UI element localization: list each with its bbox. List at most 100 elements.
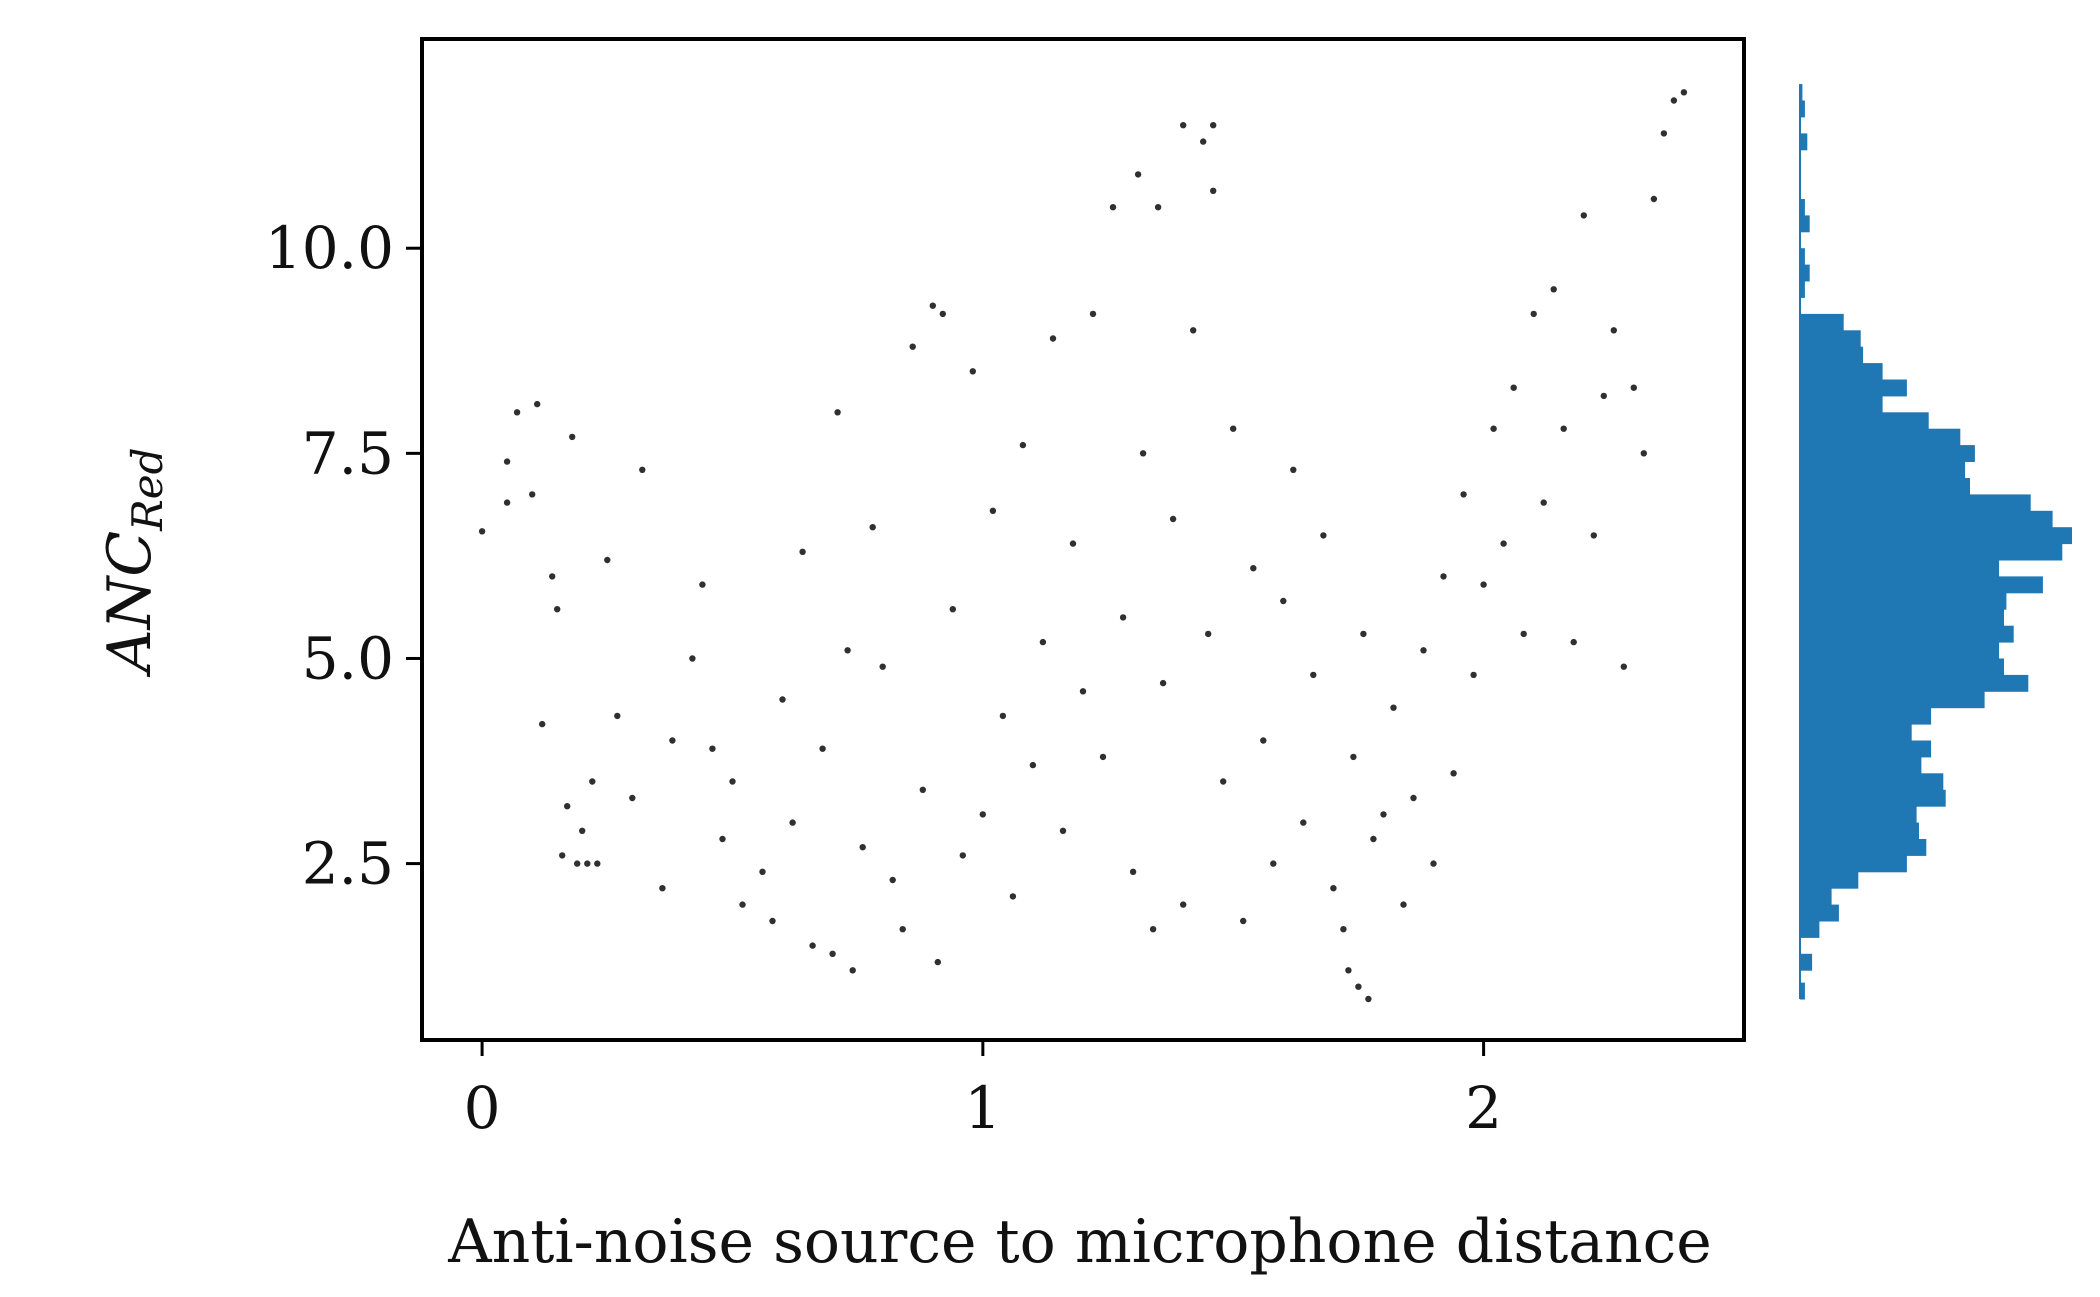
scatter-point <box>889 876 896 884</box>
scatter-point <box>899 926 906 933</box>
histogram-bar <box>1800 412 1929 430</box>
scatter-point <box>1079 688 1087 695</box>
histogram-bar <box>1800 84 1803 101</box>
scatter-point <box>1260 737 1267 744</box>
scatter-point <box>659 885 666 892</box>
scatter-point <box>934 958 941 966</box>
histogram-bar <box>1800 724 1912 741</box>
scatter-point <box>1099 753 1107 761</box>
scatter-point <box>1380 811 1387 818</box>
histogram-bar <box>1800 445 1975 462</box>
scatter-point <box>1360 630 1367 638</box>
scatter-point <box>1470 671 1477 679</box>
histogram-bar <box>1800 510 2053 528</box>
scatter-point <box>1310 671 1317 679</box>
scatter-point <box>1390 704 1397 711</box>
y-axis-label-main: ANC <box>95 531 165 678</box>
scatter-point <box>799 548 806 555</box>
scatter-point <box>584 860 591 867</box>
scatter-point <box>1039 638 1047 646</box>
scatter-point <box>929 302 936 309</box>
histogram-bar <box>1800 839 1927 856</box>
histogram-bar <box>1800 609 2004 627</box>
histogram-bar <box>1800 330 1861 348</box>
histogram-bar <box>1800 658 2004 676</box>
scatter-point <box>879 663 886 670</box>
scatter-point <box>1600 392 1608 400</box>
histogram-bar <box>1800 888 1832 906</box>
scatter-point <box>554 606 561 613</box>
x-tick-label: 0 <box>464 1074 501 1142</box>
scatter-point <box>1205 630 1212 638</box>
scatter-point <box>1029 761 1037 769</box>
histogram-bar <box>1800 789 1946 807</box>
scatter-point <box>1630 384 1638 391</box>
histogram-bar <box>1800 953 1813 971</box>
scatter-point <box>1149 926 1157 933</box>
histogram-bar <box>1800 248 1805 266</box>
scatter-point <box>604 556 611 564</box>
scatter-point <box>1019 441 1027 449</box>
scatter-point <box>1450 770 1457 777</box>
scatter-point <box>1570 638 1577 646</box>
scatter-point <box>1345 967 1352 974</box>
scatter-point <box>719 835 726 843</box>
scatter-point <box>1089 310 1097 318</box>
x-axis-label: Anti-noise source to microphone distance <box>447 1207 1712 1277</box>
scatter-point <box>629 794 636 802</box>
scatter-point <box>1580 212 1588 219</box>
scatter-point <box>1200 138 1207 145</box>
histogram-bar <box>1800 215 1810 233</box>
histogram-bar <box>1800 428 1961 446</box>
scatter-point <box>699 581 706 588</box>
scatter-point <box>1500 540 1507 547</box>
scatter-point <box>564 803 571 810</box>
scatter-point <box>869 524 876 531</box>
scatter-point <box>919 786 926 793</box>
scatter-point <box>1009 893 1017 900</box>
scatter-point <box>819 745 826 752</box>
scatter-point <box>849 967 856 974</box>
plot-frame <box>420 37 1746 1042</box>
histogram-bar <box>1800 921 1820 938</box>
histogram-bar <box>1800 822 1919 840</box>
histogram-bar <box>1800 982 1805 1000</box>
scatter-point <box>1330 885 1337 892</box>
scatter-point <box>1400 901 1407 908</box>
scatter-point <box>513 409 521 416</box>
scatter-point <box>1180 901 1187 908</box>
scatter-point <box>1320 532 1327 539</box>
scatter-point <box>579 827 586 834</box>
scatter-point <box>569 433 576 441</box>
scatter-point <box>759 868 766 875</box>
scatter-point <box>1590 532 1598 539</box>
scatter-point <box>559 852 566 859</box>
scatter-point <box>1340 926 1347 933</box>
histogram-bar <box>1800 904 1839 922</box>
scatter-point <box>859 844 866 851</box>
scatter-point <box>1460 491 1467 498</box>
scatter-point <box>669 737 676 744</box>
scatter-point <box>709 745 716 752</box>
scatter-point <box>534 400 541 408</box>
y-tick-label: 2.5 <box>302 830 394 898</box>
histogram-bar <box>1800 560 2000 577</box>
y-tick-label: 7.5 <box>302 419 394 487</box>
scatter-point <box>1270 860 1277 867</box>
scatter-point <box>549 573 556 580</box>
scatter-point <box>939 310 946 318</box>
scatter-point <box>1430 860 1437 867</box>
histogram-bar <box>1800 313 1844 331</box>
scatter-point <box>539 720 546 728</box>
y-tick-label: 5.0 <box>302 624 394 692</box>
scatter-point <box>959 852 966 859</box>
scatter-point <box>1540 499 1547 506</box>
scatter-point <box>1069 540 1077 547</box>
scatter-point <box>1670 97 1678 104</box>
scatter-point <box>1410 794 1417 802</box>
scatter-point <box>1049 335 1057 342</box>
scatter-point <box>1059 827 1067 834</box>
scatter-point <box>809 942 816 949</box>
scatter-point <box>789 819 796 826</box>
